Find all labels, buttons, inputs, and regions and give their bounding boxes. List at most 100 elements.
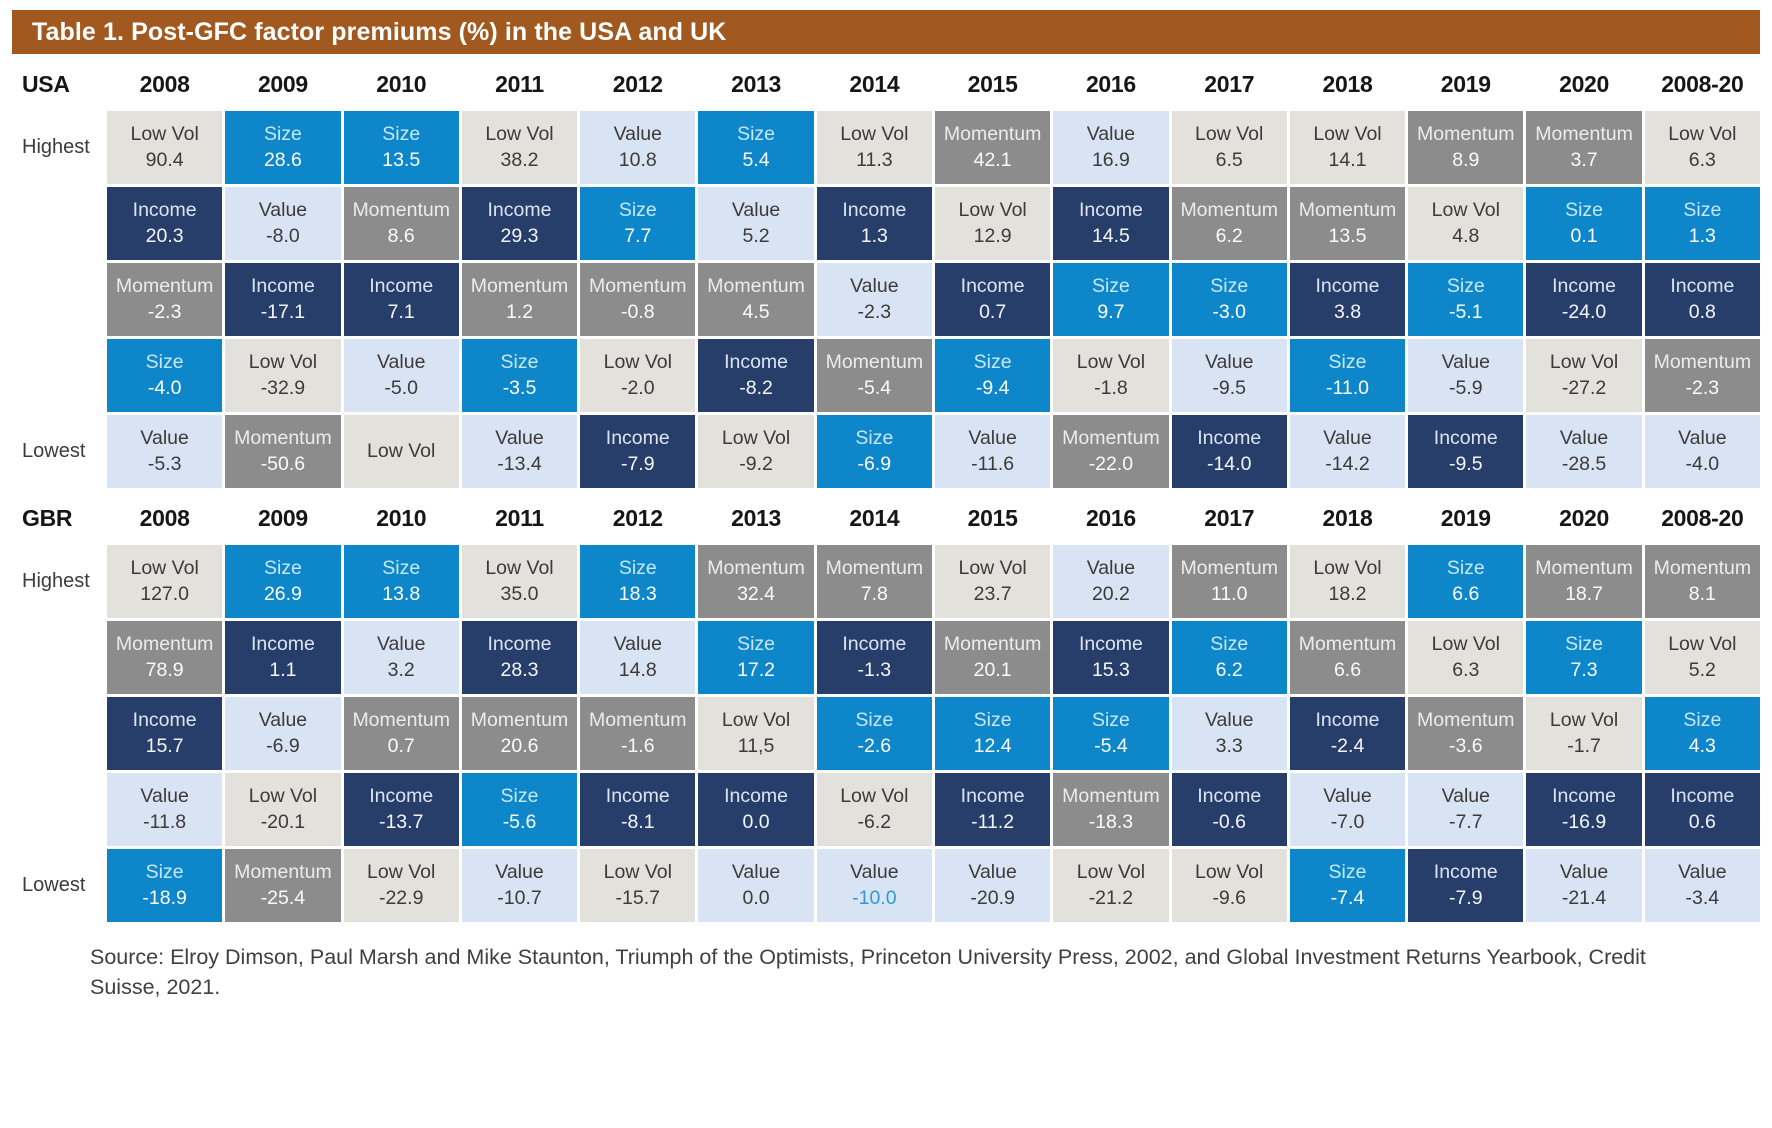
factor-value: 13.5 xyxy=(1328,224,1367,247)
factor-cell: Value -7.0 xyxy=(1289,773,1406,846)
factor-cell: Income -9.5 xyxy=(1408,415,1524,488)
factor-name: Size xyxy=(737,122,776,145)
table-title-bar: Table 1. Post-GFC factor premiums (%) in… xyxy=(12,10,1760,54)
factor-name: Low Vol xyxy=(1076,860,1146,883)
factor-cell: Low Vol 6.5 xyxy=(1171,111,1287,184)
factor-value: 5.2 xyxy=(742,224,770,247)
factor-name: Income xyxy=(960,274,1025,297)
factor-cell: Value -10.0 xyxy=(816,849,932,922)
factor-tables: USA 2008 2009 2010 2011 2012 2013 2014 2015 2016 2… xyxy=(12,60,1760,922)
factor-name: Size xyxy=(1446,274,1485,297)
factor-value: -2.3 xyxy=(857,300,892,323)
factor-cell: Momentum 7.8 xyxy=(816,545,932,618)
factor-cell: Momentum 20.1 xyxy=(934,621,1051,694)
factor-value: 4.3 xyxy=(1688,734,1716,757)
factor-cell: Low Vol -20.1 xyxy=(225,773,341,846)
factor-value: -3.5 xyxy=(502,376,537,399)
factor-value: 0.0 xyxy=(742,886,770,909)
factor-value: 38.2 xyxy=(500,148,539,171)
factor-cell: Size -7.4 xyxy=(1289,849,1406,922)
factor-value: 28.6 xyxy=(263,148,302,171)
factor-name: Value xyxy=(613,632,662,655)
factor-cell: Value -11.8 xyxy=(107,773,223,846)
factor-value: 3.8 xyxy=(1333,300,1362,323)
factor-value: 6.2 xyxy=(1215,224,1243,247)
year-header: 2008 xyxy=(139,70,190,97)
factor-name: Income xyxy=(842,198,907,221)
year-header: 2015 xyxy=(967,70,1018,97)
factor-value: -10.7 xyxy=(497,886,542,909)
factor-name: Income xyxy=(1315,274,1380,297)
factor-value: -15.7 xyxy=(615,886,660,909)
factor-cell: Momentum 1.2 xyxy=(461,263,578,336)
factor-name: Size xyxy=(973,708,1012,731)
factor-cell: Size 26.9 xyxy=(225,545,341,618)
factor-name: Size xyxy=(500,784,539,807)
factor-cell: Momentum -5.4 xyxy=(816,339,932,412)
factor-value: 29.3 xyxy=(500,224,539,247)
factor-value: -14.2 xyxy=(1325,452,1370,475)
year-header: 2013 xyxy=(731,504,782,531)
factor-value: -1.6 xyxy=(620,734,655,757)
factor-cell: Value 10.8 xyxy=(580,111,696,184)
factor-value: -8.2 xyxy=(739,376,773,399)
factor-name: Momentum xyxy=(1180,198,1278,221)
factor-cell: Low Vol 90.4 xyxy=(107,111,223,184)
factor-cell: Value -13.4 xyxy=(461,415,578,488)
factor-value: -18.3 xyxy=(1088,810,1134,833)
factor-value: -28.5 xyxy=(1561,452,1607,475)
factor-value: 3.7 xyxy=(1570,148,1598,171)
factor-name: Income xyxy=(724,784,789,807)
factor-value: -5.4 xyxy=(1094,734,1128,757)
factor-value: 7.1 xyxy=(387,300,415,323)
factor-cell: Momentum 4.5 xyxy=(698,263,814,336)
factor-cell: Income 0.6 xyxy=(1644,773,1760,846)
year-header: 2016 xyxy=(1085,504,1136,531)
section-label: GBR xyxy=(22,504,73,531)
factor-name: Low Vol xyxy=(1195,122,1264,145)
factor-name: Value xyxy=(1559,426,1609,449)
factor-cell: Low Vol -21.2 xyxy=(1053,849,1169,922)
factor-value: -6.9 xyxy=(266,734,300,757)
factor-value: 5.4 xyxy=(742,148,770,171)
factor-name: Size xyxy=(1210,632,1249,655)
factor-value: -22.0 xyxy=(1088,452,1134,475)
year-header: 2019 xyxy=(1440,504,1491,531)
factor-name: Income xyxy=(369,274,434,297)
factor-name: Low Vol xyxy=(840,784,909,807)
factor-value: -7.4 xyxy=(1330,886,1365,909)
factor-name: Size xyxy=(1683,708,1722,731)
factor-name: Income xyxy=(1078,198,1143,221)
year-header: 2008-20 xyxy=(1661,70,1744,97)
factor-name: Income xyxy=(1670,274,1735,297)
factor-cell: Low Vol 11,5 xyxy=(698,697,814,770)
factor-value: 15.3 xyxy=(1091,658,1130,681)
factor-cell: Value 20.2 xyxy=(1053,545,1169,618)
factor-cell: Size 1.3 xyxy=(1644,187,1760,260)
factor-name: Value xyxy=(968,426,1017,449)
factor-cell: Momentum -18.3 xyxy=(1053,773,1169,846)
factor-cell: Value -7.7 xyxy=(1408,773,1524,846)
factor-cell: Momentum 3.7 xyxy=(1526,111,1642,184)
factor-name: Income xyxy=(1552,274,1617,297)
factor-value: 3.3 xyxy=(1215,734,1243,757)
factor-cell: Size 4.3 xyxy=(1644,697,1760,770)
factor-name: Income xyxy=(369,784,434,807)
factor-value: -1.8 xyxy=(1094,376,1128,399)
factor-value: -9.5 xyxy=(1448,452,1483,475)
factor-name: Momentum xyxy=(470,274,569,297)
factor-cell: Size -11.0 xyxy=(1289,339,1406,412)
factor-cell: Low Vol -9.6 xyxy=(1171,849,1287,922)
factor-cell: Low Vol 4.8 xyxy=(1408,187,1524,260)
factor-value: -1.7 xyxy=(1567,734,1601,757)
factor-name: Value xyxy=(140,784,189,807)
factor-value: 8.6 xyxy=(387,224,415,247)
factor-value: 3.2 xyxy=(387,658,415,681)
factor-value: -50.6 xyxy=(260,452,306,475)
factor-cell: Size -4.0 xyxy=(107,339,223,412)
factor-name: Momentum xyxy=(1653,350,1752,373)
factor-name: Low Vol xyxy=(1431,632,1500,655)
factor-cell: Low Vol -1.7 xyxy=(1526,697,1642,770)
factor-value: 6.5 xyxy=(1215,148,1243,171)
